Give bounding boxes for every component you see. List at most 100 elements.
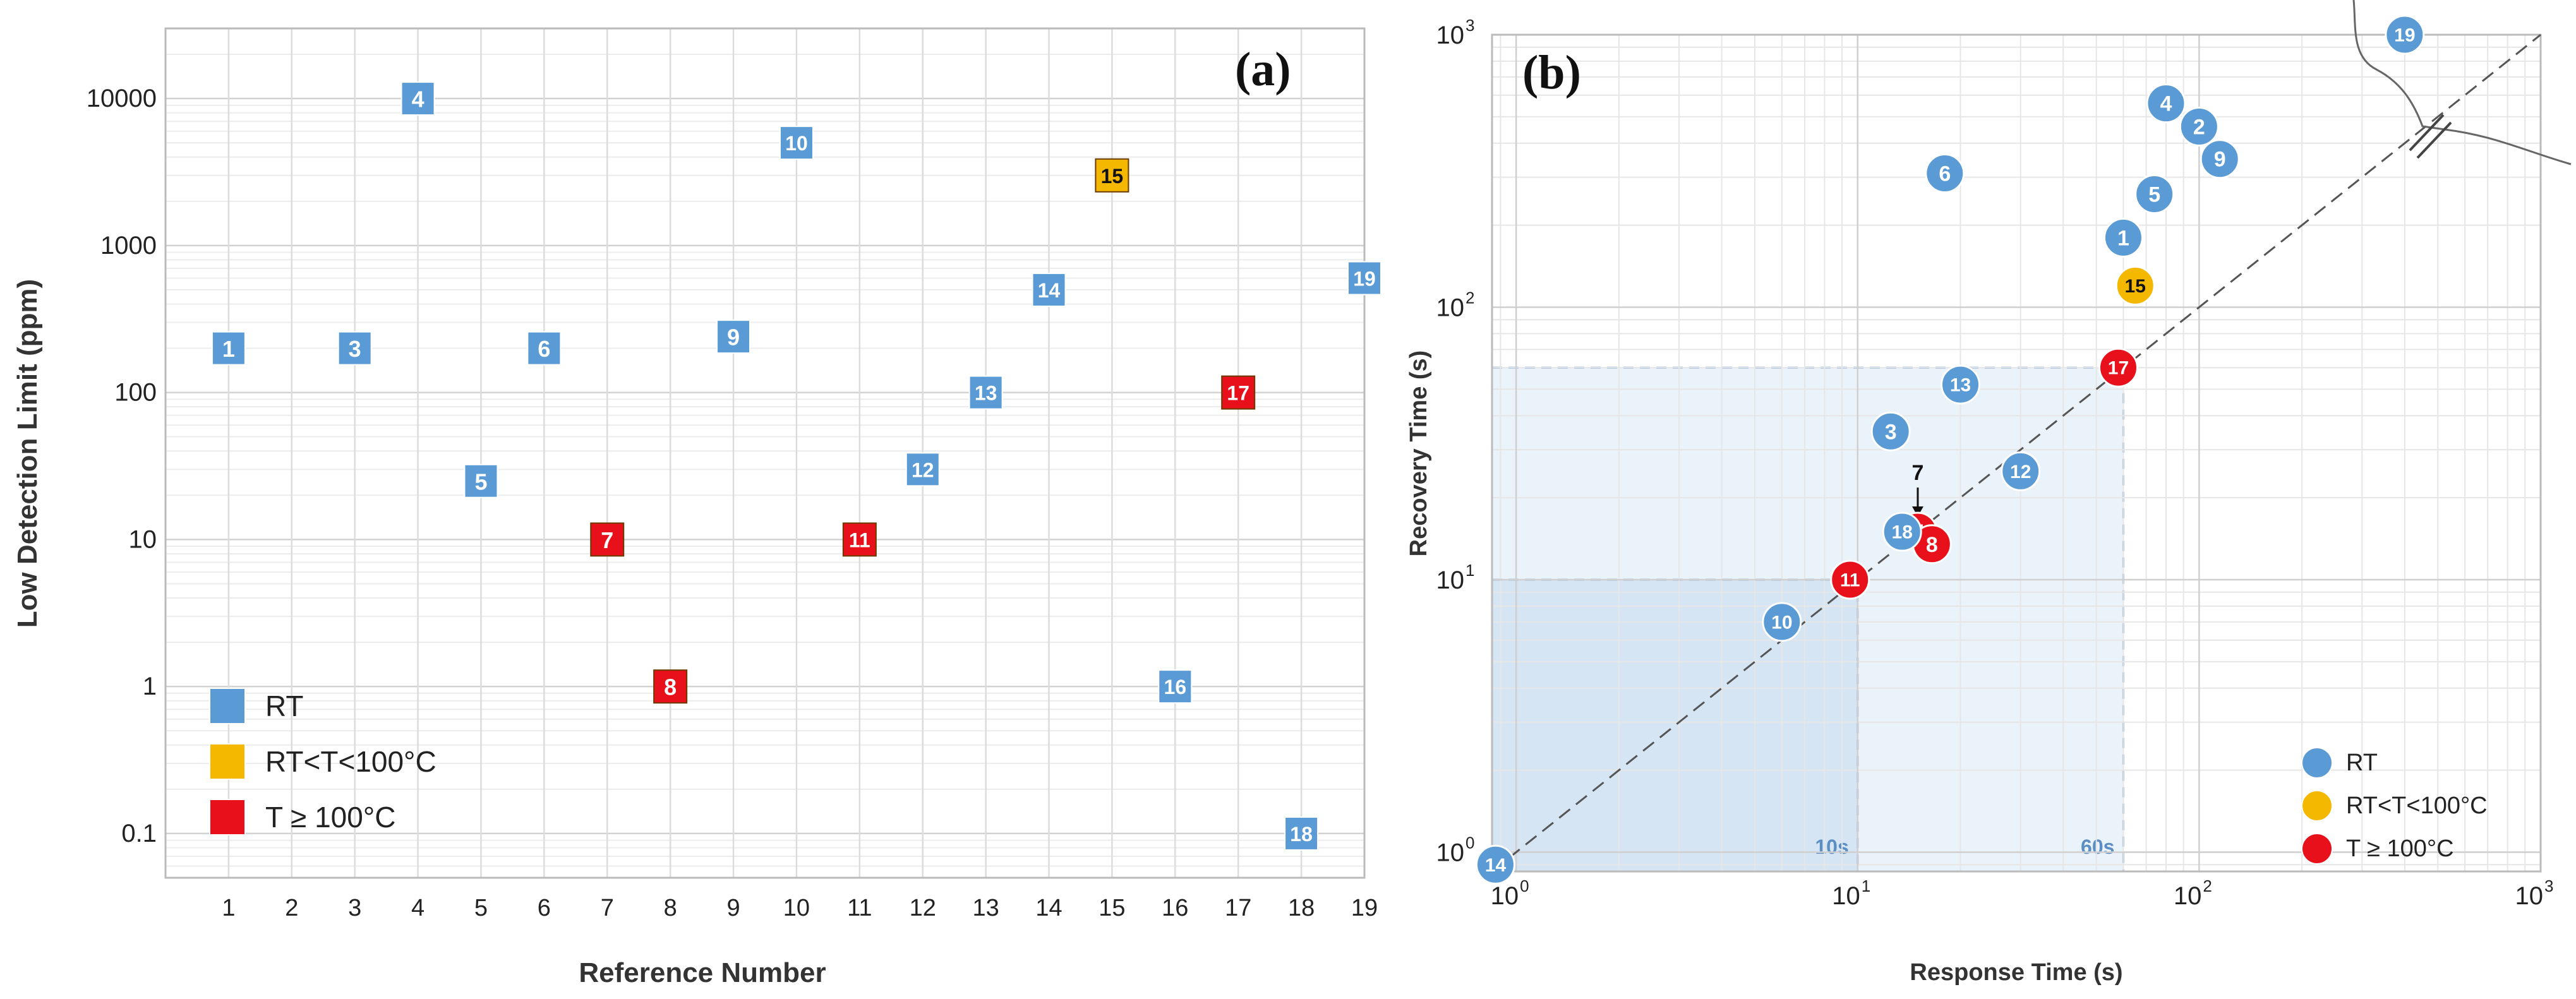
chart-b-y-tick-exponent: 1 [1466,561,1474,580]
chart-b-x-tick-exponent: 0 [1520,876,1529,895]
chart-a-point-marker [527,331,562,366]
chart-b-y-axis-label: Recovery Time (s) [1405,350,1432,557]
chart-a-x-tick-label: 18 [1288,895,1315,921]
chart-b-point-label: 11 [1840,570,1860,591]
chart-b-axis-break [2352,0,2572,165]
chart-b-point-label: 15 [2125,276,2146,297]
chart-a-point-label: 5 [474,469,487,494]
chart-a-x-axis-label: Reference Number [579,957,826,988]
chart-b-panel-label: (b) [1522,46,1581,99]
chart-b-point-marker [1830,559,1870,600]
chart-a-legend-swatch [209,688,246,724]
chart-a-point: 10 [779,126,814,160]
chart-a-x-tick-label: 6 [538,895,551,921]
chart-b-legend-item: RT<T<100°C [2301,790,2488,822]
chart-a-x-tick-label: 8 [664,895,677,921]
chart-a-point-marker [590,522,625,557]
chart-b-point: 3 [1870,411,1911,452]
chart-a-y-tick-label: 0.1 [121,820,157,847]
chart-b-point-label: 13 [1950,375,1971,396]
chart-b-y-tick-base: 10 [1436,21,1465,49]
chart-b-point-marker [1475,844,1515,885]
chart-b-point-marker [2385,15,2425,55]
chart-b-x-tick-exponent: 1 [1862,876,1870,895]
chart-a-x-tick-label: 17 [1225,895,1251,921]
chart-b-legend: RT RT<T<100°C T ≥ 100°C [2301,747,2488,864]
chart-b-point-label: 18 [1892,522,1913,543]
chart-a-point-label: 18 [1290,823,1313,846]
chart-a-legend-label: T ≥ 100°C [265,801,395,834]
chart-a-y-tick-label: 10000 [87,85,157,112]
chart-b-point: 18 [1882,511,1922,552]
chart-b-point-label: 5 [2148,182,2160,206]
chart-b-point: 4 [2146,83,2186,124]
chart-b-point: 15 [2115,265,2155,306]
chart-b-break-mark [2416,121,2452,159]
chart-b-x-tick-base: 10 [2174,882,2202,910]
chart-b-point-label: 9 [2214,148,2226,172]
chart-b-point-label: 1 [2117,226,2129,250]
chart-b-annotation: 7 [1911,461,1924,517]
chart-b-point-label: 12 [2010,462,2031,482]
chart-a-point: 6 [527,331,562,366]
chart-a-point-marker [1095,158,1129,193]
chart-a-point: 19 [1347,261,1381,296]
chart-b-point-label: 17 [2108,358,2129,379]
chart-b-annotation-arrow-head [1911,506,1923,517]
chart-a-grid [166,28,1366,878]
chart-b-x-tick-label: 10 2 [2174,876,2212,910]
chart-b-points: 123456789101112131415171819 [1475,15,2425,885]
chart-b-y-tick-exponent: 2 [1466,289,1474,308]
chart-b-point: 12 [2001,451,2041,491]
chart-a-x-tick-label: 3 [348,895,361,921]
chart-b-break-curve [2352,0,2572,165]
chart-b-x-tick-exponent: 3 [2544,876,2553,895]
chart-b-legend-swatch [2301,790,2333,822]
chart-a-legend-item: RT<T<100°C [209,743,436,780]
chart-b-x-tick-base: 10 [1491,882,1519,910]
chart-a-legend-label: RT<T<100°C [265,745,436,778]
chart-b-point: 1 [2103,217,2143,258]
chart-a-y-axis-label: Low Detection Limit (ppm) [12,279,43,628]
chart-b-x-tick-base: 10 [1832,882,1860,910]
chart-b-legend-swatch [2301,747,2333,779]
chart-a-point-label: 15 [1101,165,1124,188]
chart-a-x-tick-label: 11 [847,895,872,921]
chart-a-point-label: 12 [912,458,934,481]
chart-a-point-label: 3 [349,336,361,362]
chart-a-y-tick-label: 1 [143,673,157,700]
chart-a-point-label: 1 [222,336,235,362]
chart-b-point: 13 [1941,364,1981,405]
chart-a-point: 11 [842,522,877,557]
chart-b-point-marker [1870,411,1911,452]
chart-a-legend-item: T ≥ 100°C [209,799,395,835]
chart-a-x-tick-label: 15 [1098,895,1125,921]
chart-b-point-label: 14 [1485,855,1507,876]
chart-b-legend-label: RT<T<100°C [2346,793,2488,819]
chart-a-y-tick-label: 100 [114,379,157,407]
chart-a-frame [164,27,1366,879]
chart-a-point: 18 [1284,816,1319,851]
chart-a-point: 9 [716,320,751,354]
chart-b-legend-item: T ≥ 100°C [2301,833,2454,864]
chart-a-point-label: 14 [1038,279,1061,302]
chart-a-x-tick-label: 14 [1035,895,1062,921]
chart-b-point-label: 19 [2394,25,2415,46]
chart-a-point: 3 [337,331,372,366]
chart-a-legend-swatch [209,799,246,835]
chart-b-y-tick-base: 10 [1436,839,1465,867]
chart-b-point: 10 [1762,602,1802,642]
chart-a-point-marker [1158,669,1193,704]
chart-a-y-tick-label: 1000 [100,232,157,260]
chart-b-x-tick-label: 10 0 [1491,876,1529,910]
chart-b-annotation-label: 7 [1912,461,1924,485]
chart-a-legend-swatch [209,743,246,780]
chart-a-point-marker [1032,272,1066,307]
chart-a-y-ticks: 0.1 1 10 100 1000 10000 [87,85,157,847]
chart-b-region-10s-label: 10s [1815,835,1848,858]
chart-a-point-label: 11 [849,529,870,551]
chart-b-y-tick-label: 10 3 [1436,16,1475,49]
chart-a-x-tick-label: 7 [601,895,614,921]
